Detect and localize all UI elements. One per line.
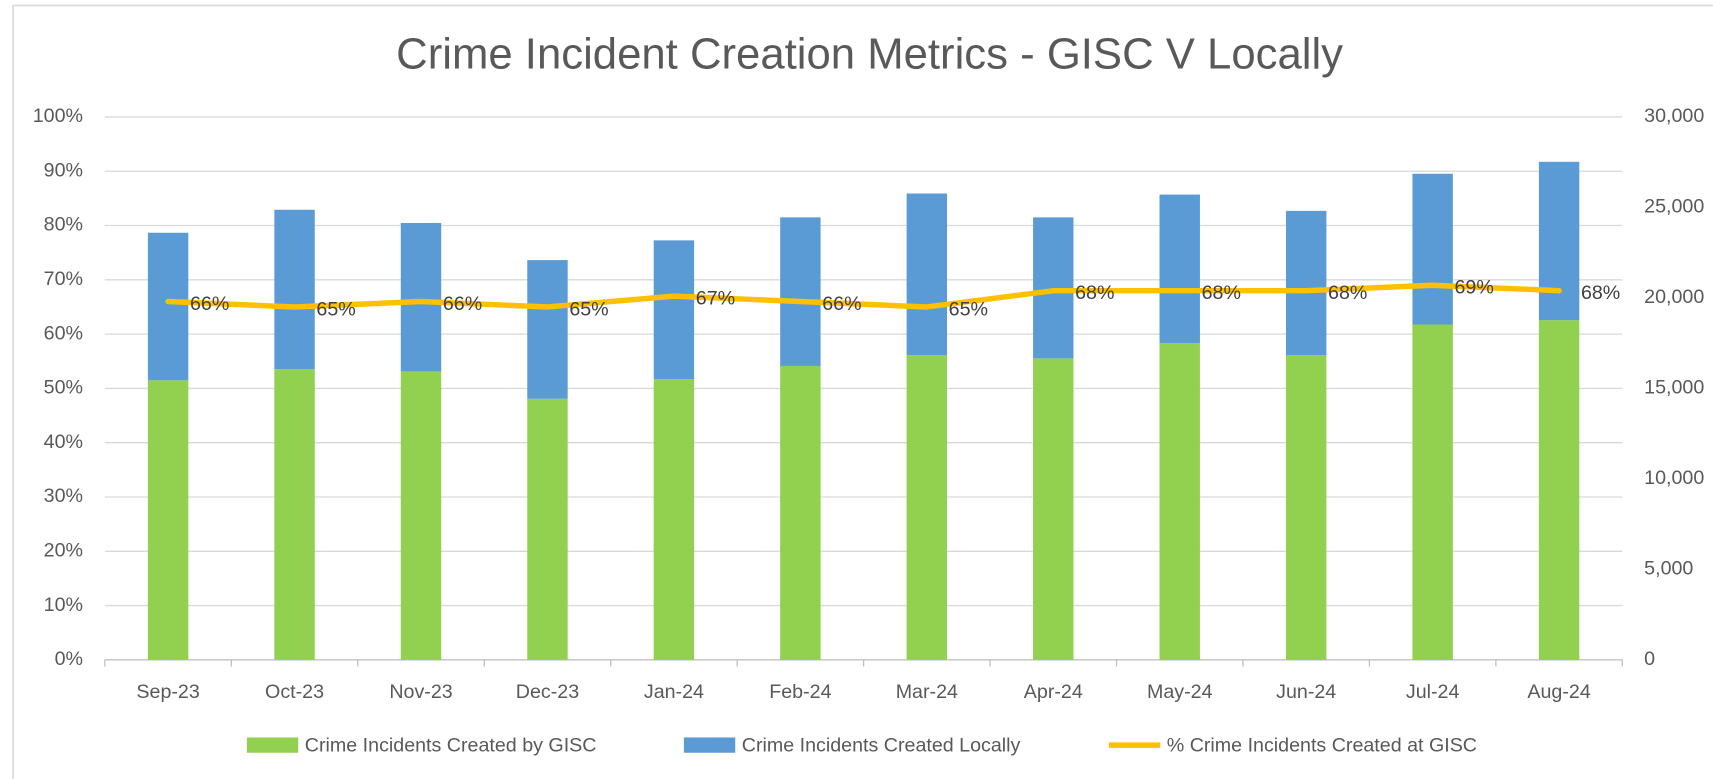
x-tick-label: Mar-24 [896,681,958,703]
data-label: 68% [1581,282,1620,304]
y2-tick-label: 10,000 [1644,467,1704,489]
data-label: 65% [949,298,988,320]
x-tick-label: Nov-23 [389,681,452,703]
legend-swatch [683,737,736,753]
y2-tick-label: 0 [1644,648,1655,670]
legend-swatch [246,737,299,753]
x-tick-label: Feb-24 [769,681,831,703]
data-label: 66% [190,293,229,315]
bar [1285,210,1327,356]
bar [780,365,821,660]
y-tick-label: 70% [44,268,83,290]
y2-tick-label: 15,000 [1644,377,1704,399]
data-label: 66% [822,293,861,315]
bar [1033,217,1074,359]
y-tick-label: 50% [44,377,83,399]
bar [1538,161,1580,321]
data-label: 66% [443,293,482,315]
y-tick-label: 30% [44,485,83,507]
x-tick-label: Sep-23 [136,681,199,703]
y2-tick-label: 5,000 [1644,558,1693,580]
bar [780,217,821,366]
data-label: 67% [696,288,735,310]
data-label: 65% [316,298,355,320]
bar [1412,173,1453,325]
y2-tick-label: 20,000 [1644,286,1704,308]
y-tick-label: 40% [44,431,83,453]
legend-label: Crime Incidents Created by GISC [305,734,597,756]
bar [1538,320,1580,660]
bar [1033,358,1074,660]
y-tick-label: 60% [44,322,83,344]
y-tick-label: 100% [33,105,83,127]
x-tick-label: Dec-23 [516,681,579,703]
bar [1159,194,1200,344]
y-tick-label: 0% [55,648,83,670]
y-tick-label: 80% [44,214,83,236]
bar [653,240,695,380]
bar [1412,324,1453,660]
legend-label: Crime Incidents Created Locally [742,734,1021,756]
x-tick-label: May-24 [1147,681,1213,703]
x-tick-label: Jan-24 [644,681,704,703]
bar [1285,355,1327,660]
x-tick-label: Jul-24 [1406,681,1460,703]
bar [906,355,948,660]
bar [147,232,189,381]
bar [147,380,189,660]
chart-title: Crime Incident Creation Metrics - GISC V… [396,29,1343,78]
y-tick-label: 90% [44,159,83,181]
y-tick-label: 20% [44,539,83,561]
bar [653,379,695,660]
bar [906,193,948,356]
y2-tick-label: 30,000 [1644,105,1704,127]
legend-label: % Crime Incidents Created at GISC [1167,734,1477,756]
bar [274,209,315,370]
bar [400,371,442,660]
x-tick-label: Aug-24 [1527,681,1590,703]
y-tick-label: 10% [44,594,83,616]
x-tick-label: Jun-24 [1276,681,1336,703]
data-label: 69% [1454,277,1493,299]
line [165,282,1562,310]
y2-tick-label: 25,000 [1644,196,1704,218]
bar [527,260,568,399]
x-tick-label: Oct-23 [265,681,324,703]
data-label: 68% [1075,282,1114,304]
bar [274,369,315,660]
data-label: 65% [569,298,608,320]
data-label: 68% [1328,282,1367,304]
x-tick-label: Apr-24 [1024,681,1083,703]
bar [400,222,442,372]
bar [1159,343,1200,660]
bar [527,398,568,660]
data-label: 68% [1202,282,1241,304]
